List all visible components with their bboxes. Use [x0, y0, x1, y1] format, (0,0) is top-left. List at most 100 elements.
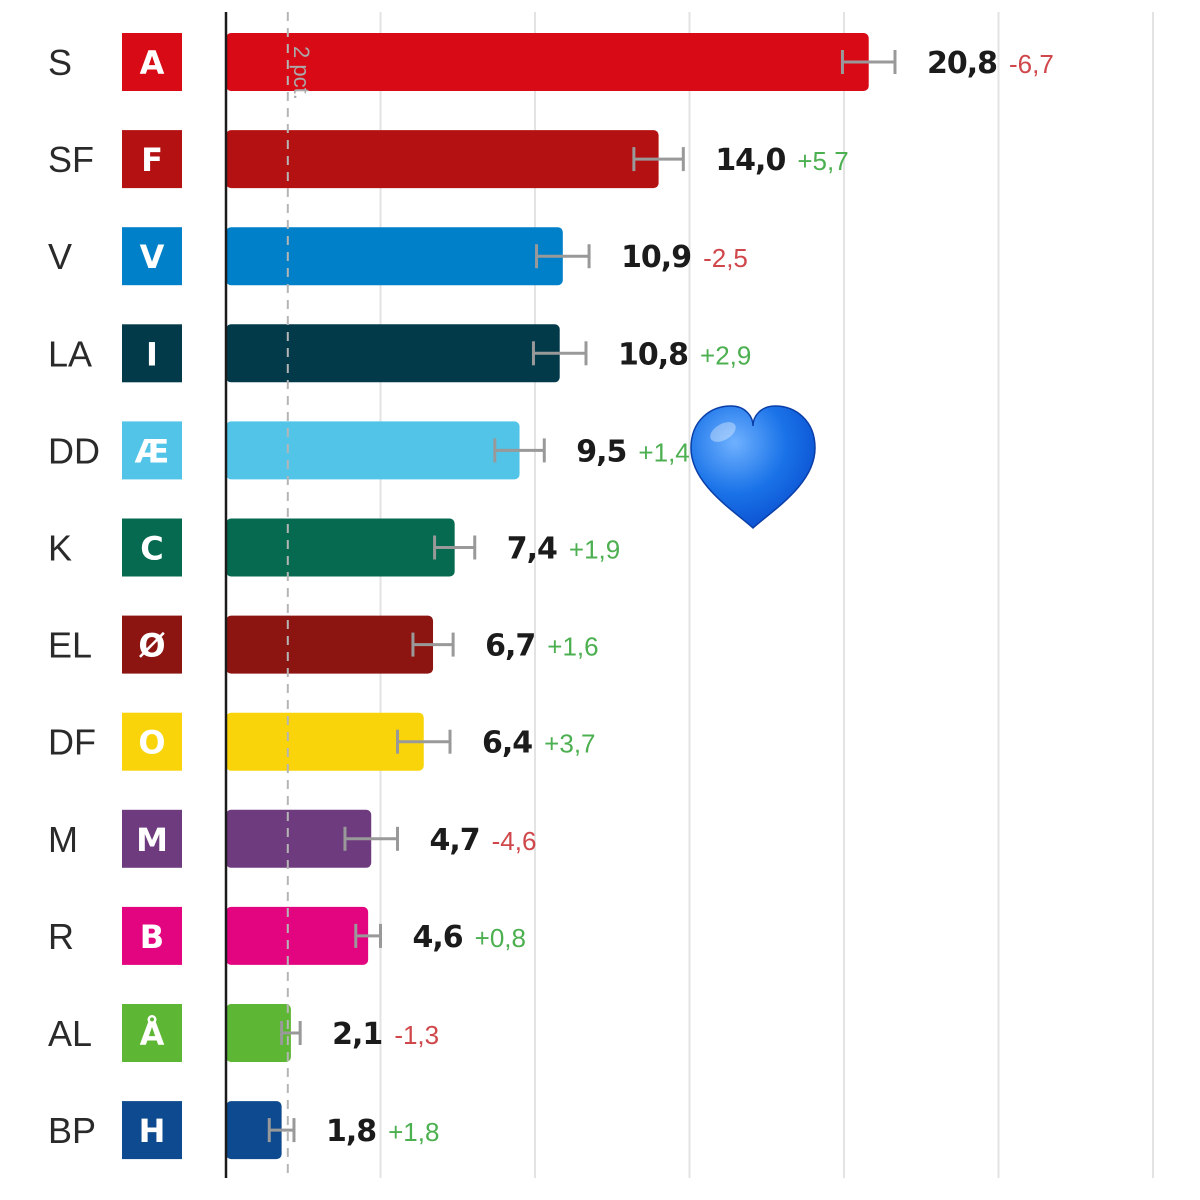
party-abbr: EL [48, 625, 92, 666]
change-label: +3,7 [544, 729, 595, 759]
party-letter-badge [122, 33, 182, 91]
party-abbr: S [48, 42, 72, 83]
party-abbr: AL [48, 1013, 92, 1054]
blue-heart-icon [690, 405, 816, 530]
error-bar [493, 438, 546, 463]
party-letter: O [138, 724, 165, 762]
change-label: +1,4 [638, 437, 689, 467]
error-bar [354, 923, 382, 948]
bar-row-df: DF O 6,4 +3,7 [48, 712, 596, 771]
party-abbr: DD [48, 430, 100, 471]
value-label: 10,8 [618, 337, 688, 372]
party-abbr: K [48, 528, 72, 569]
bar-row-sf: SF F 14,0 +5,7 [48, 130, 849, 189]
bar-row-bp: BP H 1,8 +1,8 [48, 1101, 439, 1160]
error-bar [535, 244, 591, 269]
change-label: -6,7 [1009, 49, 1054, 79]
party-letter-badge [122, 615, 182, 674]
error-bar [433, 535, 477, 560]
party-letter: C [140, 530, 163, 568]
bar-row-la: LA I 10,8 +2,9 [48, 324, 751, 383]
party-letter: M [136, 821, 168, 859]
grid-layer [379, 12, 1154, 1178]
value-label: 1,8 [326, 1114, 376, 1149]
bar [226, 615, 434, 674]
threshold-label: 2 pct. [289, 46, 314, 100]
bar-row-s: S A 20,8 -6,7 [48, 33, 1054, 91]
party-letter-badge [122, 227, 182, 286]
party-abbr: V [48, 236, 72, 277]
error-bar [632, 147, 685, 172]
party-letter-badge [122, 906, 182, 965]
bar [226, 518, 455, 577]
party-letter-badge [122, 130, 182, 189]
bar-row-el: EL Ø 6,7 +1,6 [48, 615, 599, 674]
error-bar [267, 1118, 296, 1143]
party-letter: A [140, 44, 165, 82]
party-letter-badge [122, 324, 182, 383]
party-abbr: BP [48, 1110, 96, 1151]
party-letter-badge [122, 421, 182, 480]
bar-row-dd: DD Æ 9,5 +1,4 [48, 421, 690, 480]
party-letter-badge [122, 1004, 182, 1062]
party-abbr: M [48, 819, 78, 860]
value-label: 20,8 [927, 46, 997, 81]
value-label: 7,4 [507, 532, 557, 567]
heart-highlight [710, 422, 736, 442]
party-letter: I [146, 335, 158, 373]
change-label: +2,9 [700, 340, 751, 370]
bar [226, 33, 869, 91]
party-abbr: LA [48, 333, 92, 374]
bar [226, 324, 560, 383]
error-bar [280, 1021, 302, 1045]
change-label: +1,9 [569, 535, 620, 565]
bar-row-m: M M 4,7 -4,6 [48, 809, 537, 868]
value-label: 4,7 [429, 823, 479, 858]
change-label: +1,8 [388, 1117, 439, 1147]
bar [226, 1101, 282, 1160]
value-label: 6,4 [482, 726, 532, 761]
change-label: +1,6 [547, 632, 598, 662]
party-abbr: DF [48, 722, 96, 763]
heart-shape [690, 405, 816, 530]
error-bar [840, 50, 897, 74]
error-bar [395, 729, 452, 754]
value-label: 10,9 [621, 240, 691, 275]
party-letter: H [139, 1112, 166, 1150]
party-abbr: R [48, 916, 74, 957]
party-letter: Ø [138, 627, 165, 665]
bar-row-v: V V 10,9 -2,5 [48, 227, 748, 286]
bar [226, 421, 520, 480]
bar [226, 906, 369, 965]
party-letter-badge [122, 712, 182, 771]
error-bar [343, 826, 399, 851]
party-abbr: SF [48, 139, 94, 180]
overlay-layer: 2 pct. [224, 12, 816, 1178]
bar [226, 1004, 291, 1062]
bar-row-k: K C 7,4 +1,9 [48, 518, 620, 577]
change-label: -2,5 [703, 243, 748, 273]
bar [226, 712, 424, 771]
value-label: 4,6 [413, 920, 463, 955]
bars-layer: S A 20,8 -6,7 SF F 14,0 +5,7 V V 10,9 -2,5 LA I 10,8 +2… [48, 33, 1054, 1160]
party-letter: Æ [135, 432, 170, 470]
party-letter-badge [122, 518, 182, 577]
party-letter-badge [122, 809, 182, 868]
bar [226, 130, 659, 189]
value-label: 14,0 [715, 143, 785, 178]
bar-row-al: AL Å 2,1 -1,3 [48, 1004, 439, 1062]
change-label: -1,3 [394, 1020, 439, 1050]
change-label: -4,6 [492, 826, 537, 856]
change-label: +5,7 [797, 146, 848, 176]
party-letter: V [140, 238, 165, 276]
value-label: 6,7 [485, 629, 535, 664]
party-letter-badge [122, 1101, 182, 1160]
party-letter: F [141, 141, 163, 179]
value-label: 9,5 [576, 434, 626, 469]
bar-row-r: R B 4,6 +0,8 [48, 906, 526, 965]
value-label: 2,1 [332, 1017, 382, 1052]
party-letter: Å [140, 1015, 165, 1053]
bar [226, 227, 563, 286]
